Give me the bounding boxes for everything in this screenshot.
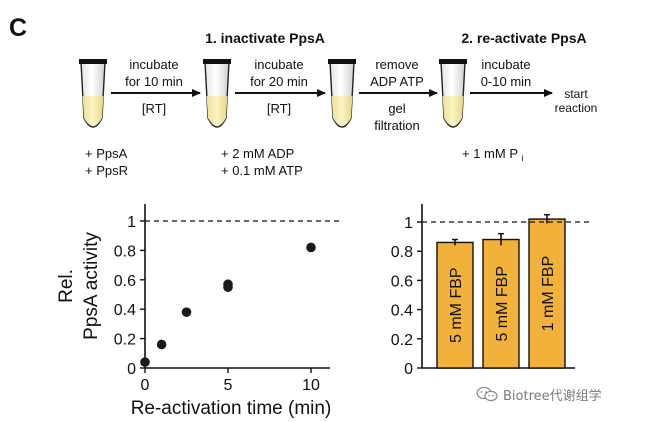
step3-line1: remove — [375, 57, 418, 72]
end-label-line1: start — [564, 87, 588, 101]
bar-category-label: 5 mM FBP — [494, 266, 511, 342]
scatter-x-tick-label: 10 — [302, 377, 320, 394]
bar-category-label: 1 mM FBP — [540, 256, 557, 332]
bar — [482, 238, 520, 369]
scatter-xlabel: Re-activation time (min) — [131, 398, 332, 419]
bar-y-tick-label: 0.6 — [391, 273, 413, 290]
step4-line1: incubate — [481, 57, 530, 72]
step2-line2: for 20 min — [250, 74, 308, 89]
watermark-text: Biotree代谢组学 — [503, 388, 602, 404]
tube-2 — [203, 59, 231, 128]
step1-line1: incubate — [129, 57, 178, 72]
scatter-chart: 0 0.2 0.4 0.6 0.8 1 0 5 10 Rel. PpsA activity R… — [56, 204, 340, 419]
addition-3-subscript: i — [521, 153, 523, 163]
bar — [528, 218, 566, 369]
addition-3-prefix: + 1 mM P — [462, 146, 518, 161]
step3-line2: ADP ATP — [370, 74, 424, 89]
scatter-y-tick-label: 0.2 — [114, 332, 136, 349]
bar-y-tick-label: 0.4 — [391, 303, 413, 320]
addition-2-line1: + 2 mM ADP — [221, 146, 294, 161]
wechat-icon — [476, 386, 498, 402]
scatter-point — [140, 357, 150, 367]
end-label-line2: reaction — [555, 101, 598, 115]
bar-y-tick-label: 0 — [404, 361, 413, 378]
addition-2-line2: + 0.1 mM ATP — [221, 163, 303, 178]
bar-y-tick-label: 1 — [404, 215, 413, 232]
scatter-point — [156, 339, 167, 350]
bar-chart: 0 0.2 0.4 0.6 0.8 1 5 mM FBP 5 mM FBP 1 mM FBP — [391, 204, 590, 378]
scatter-point — [181, 307, 192, 317]
scatter-point — [306, 242, 316, 253]
scatter-y-tick-label: 1 — [127, 214, 136, 231]
addition-3: + 1 mM P i — [462, 146, 523, 163]
step4-line2: 0-10 min — [481, 74, 532, 89]
scatter-y-tick-label: 0.8 — [114, 243, 136, 260]
section2-title: 2. re-activate PpsA — [461, 30, 586, 46]
scatter-y-tick-label: 0 — [127, 361, 136, 378]
scatter-y-tick-label: 0.6 — [114, 273, 136, 290]
scatter-points — [140, 242, 316, 367]
tube-4 — [439, 59, 467, 128]
scatter-ylabel-line2: PpsA activity — [81, 232, 102, 340]
step2-line1: incubate — [254, 57, 303, 72]
addition-1-line1: + PpsA — [85, 146, 128, 161]
bar-y-tick-label: 0.8 — [391, 244, 413, 261]
addition-1-line2: + PpsR — [85, 163, 128, 178]
panel-label: C — [9, 14, 27, 42]
step3-condition-2: filtration — [374, 118, 420, 133]
bar-series: 5 mM FBP 5 mM FBP 1 mM FBP — [436, 213, 566, 369]
scatter-x-tick-label: 0 — [141, 377, 150, 394]
step1-condition: [RT] — [142, 101, 166, 116]
scatter-ylabel-line1: Rel. — [56, 269, 77, 303]
section1-title: 1. inactivate PpsA — [205, 30, 325, 46]
tube-1 — [79, 59, 107, 128]
step2-condition: [RT] — [267, 101, 291, 116]
watermark: Biotree代谢组学 — [476, 384, 602, 404]
tube-3 — [328, 59, 356, 128]
scatter-x-tick-label: 5 — [224, 377, 233, 394]
scatter-y-tick-label: 0.4 — [114, 302, 136, 319]
bar-category-label: 5 mM FBP — [448, 267, 465, 343]
bar-y-ticks: 0 0.2 0.4 0.6 0.8 1 — [391, 215, 422, 378]
scatter-x-ticks: 0 5 10 — [141, 368, 320, 394]
scatter-point — [223, 282, 233, 292]
scatter-y-ticks: 0 0.2 0.4 0.6 0.8 1 — [114, 214, 145, 378]
bar-y-tick-label: 0.2 — [391, 332, 413, 349]
step1-line2: for 10 min — [125, 74, 183, 89]
step3-condition-1: gel — [388, 101, 405, 116]
